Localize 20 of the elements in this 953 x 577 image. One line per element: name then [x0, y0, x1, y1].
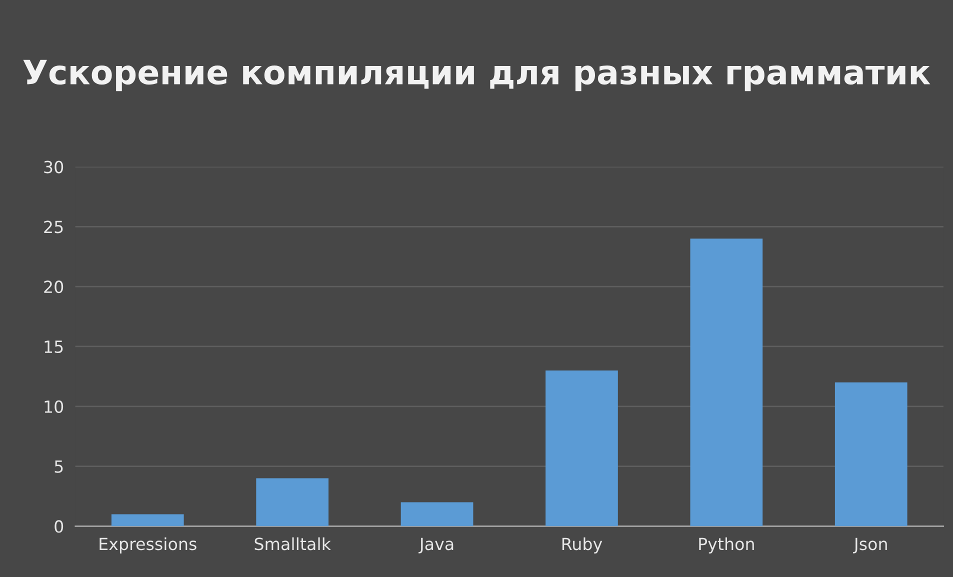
x-tick-label: Java — [418, 538, 454, 554]
y-tick-label: 5 — [54, 460, 63, 473]
y-tick-label: 25 — [44, 220, 63, 234]
x-tick-label: Python — [699, 537, 754, 554]
bar — [690, 238, 763, 526]
x-tick-label: Smalltalk — [254, 537, 331, 550]
x-tick-label: Json — [853, 538, 887, 554]
bar — [111, 514, 184, 526]
chart-title: Ускорение компиляции для разных грамматик — [23, 60, 930, 92]
bar — [834, 382, 908, 526]
x-tick-label: Expressions — [100, 537, 196, 554]
y-tick-label: 10 — [44, 400, 64, 413]
y-tick-label: 15 — [44, 340, 63, 354]
bar — [546, 370, 618, 526]
y-tick-label: 20 — [44, 280, 64, 294]
bar — [400, 502, 474, 526]
bar — [256, 478, 329, 526]
y-tick-label: 30 — [44, 160, 64, 174]
y-tick-label: 0 — [54, 520, 64, 533]
x-tick-label: Ruby — [562, 537, 602, 554]
